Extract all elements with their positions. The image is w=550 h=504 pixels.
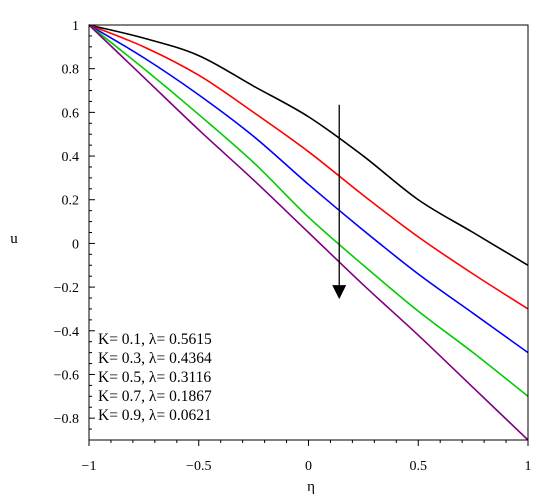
series-line-5 xyxy=(88,24,529,441)
y-tick-label: 0.8 xyxy=(62,63,80,78)
series-line-3 xyxy=(88,24,529,354)
legend-entry-4: K= 0.7, λ= 0.1867 xyxy=(98,388,212,405)
legend-entry-1: K= 0.1, λ= 0.5615 xyxy=(98,331,212,348)
ticks-layer: 1 0.8 0.6 0.4 0.2 0 −0.2 −0.4 −0.6 −0.8 −1 −0.5 0 0.5… xyxy=(54,19,532,474)
legend-entry-2: K= 0.3, λ= 0.4364 xyxy=(98,350,212,367)
series-layer xyxy=(88,24,529,441)
x-tick-label: −1 xyxy=(82,459,97,474)
y-tick-label: −0.4 xyxy=(54,325,79,340)
y-tick-label: −0.8 xyxy=(54,412,79,427)
trend-arrow-head xyxy=(332,285,347,300)
series-line-1 xyxy=(88,24,529,266)
plot-frame xyxy=(88,24,529,441)
frame-layer xyxy=(88,24,529,441)
y-tick-label: −0.2 xyxy=(54,281,79,296)
y-tick-label: 0 xyxy=(72,237,79,252)
legend-entry-3: K= 0.5, λ= 0.3116 xyxy=(98,369,211,386)
x-tick-label: −0.5 xyxy=(186,459,211,474)
y-tick-label: 0.2 xyxy=(62,194,80,209)
x-tick-label: 1 xyxy=(525,459,532,474)
y-axis-label: u xyxy=(10,231,18,247)
annotation-layer xyxy=(332,104,347,300)
series-line-2 xyxy=(88,24,529,310)
y-tick-label: −0.6 xyxy=(54,368,79,383)
x-tick-label: 0 xyxy=(305,459,312,474)
series-line-4 xyxy=(88,24,529,397)
x-axis-label: η xyxy=(307,479,315,495)
y-tick-label: 0.4 xyxy=(62,150,80,165)
y-tick-label: 1 xyxy=(72,19,79,34)
legend-entry-5: K= 0.9, λ= 0.0621 xyxy=(98,407,212,424)
x-tick-label: 0.5 xyxy=(410,459,428,474)
legend: K= 0.1, λ= 0.5615 K= 0.3, λ= 0.4364 K= 0.5… xyxy=(98,331,212,424)
y-tick-label: 0.6 xyxy=(62,106,80,121)
